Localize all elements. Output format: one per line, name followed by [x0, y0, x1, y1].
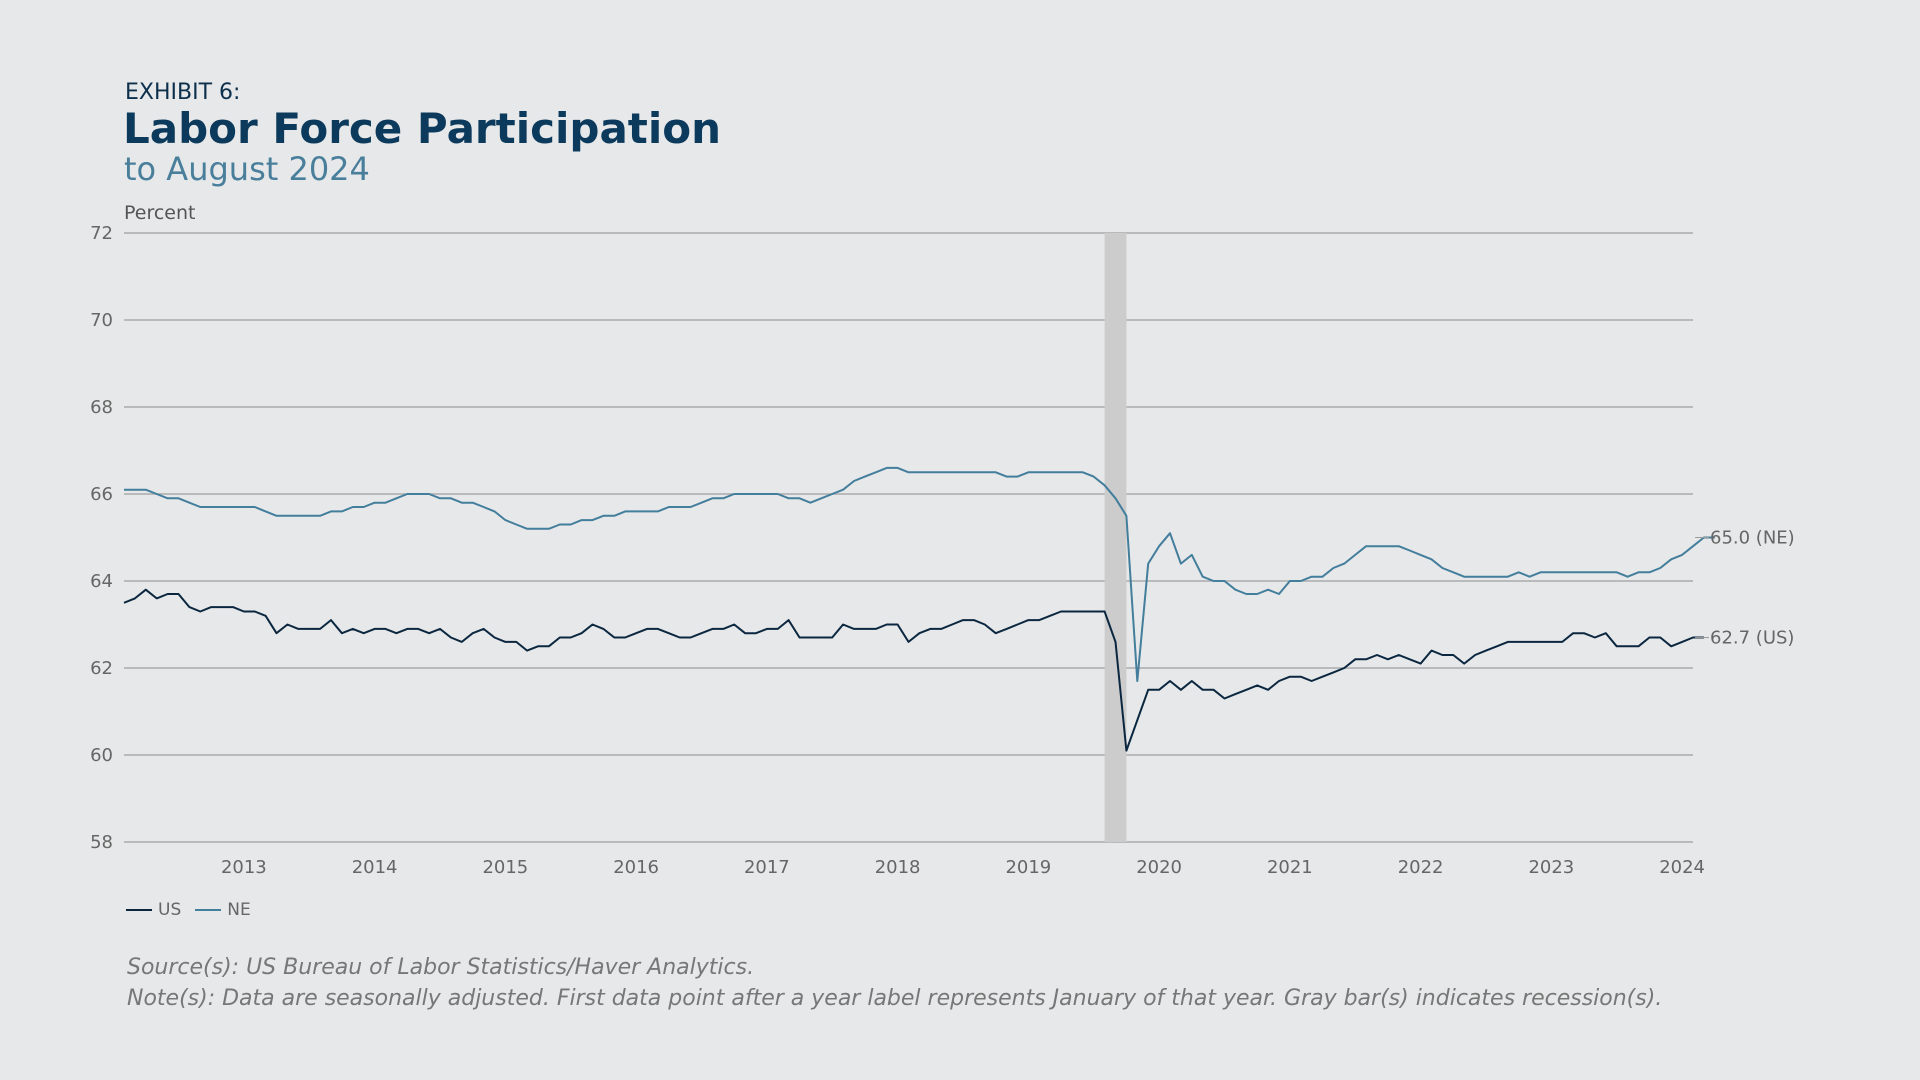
note-line: Note(s): Data are seasonally adjusted. F…	[127, 986, 1663, 1011]
y-tick-label: 72	[90, 223, 113, 244]
chart-title: Labor Force Participation	[123, 104, 722, 153]
x-tick-label: 2021	[1267, 857, 1313, 878]
x-tick-label: 2014	[352, 857, 398, 878]
end-label-ne: 65.0 (NE)	[1710, 528, 1795, 549]
x-tick-label: 2020	[1136, 857, 1182, 878]
chart-subtitle: to August 2024	[124, 150, 370, 188]
x-tick-label: 2023	[1528, 857, 1574, 878]
y-tick-label: 68	[90, 397, 113, 418]
x-tick-labels: 2013 2014 2015 2016 2017 2018 2019 2020 2021 2022…	[221, 857, 1705, 878]
y-tick-labels: 58 60 62 64 66 68 70 72	[90, 223, 113, 853]
legend-item-ne: NE	[195, 900, 251, 920]
x-tick-label: 2013	[221, 857, 267, 878]
y-axis-label: Percent	[124, 202, 196, 224]
x-tick-label: 2022	[1398, 857, 1444, 878]
y-tick-label: 66	[90, 484, 113, 505]
recession-bar	[1104, 233, 1127, 842]
source-notes: Source(s): US Bureau of Labor Statistics…	[127, 952, 1662, 1014]
y-tick-label: 62	[90, 658, 113, 679]
y-tick-label: 60	[90, 745, 113, 766]
source-line: Source(s): US Bureau of Labor Statistics…	[127, 955, 755, 980]
series-line-ne	[124, 466, 1715, 682]
legend: US NE	[126, 900, 251, 920]
legend-swatch-us	[126, 909, 152, 911]
legend-item-us: US	[126, 900, 181, 920]
end-label-us: 62.7 (US)	[1710, 628, 1794, 649]
legend-label-ne: NE	[227, 900, 251, 920]
legend-label-us: US	[158, 900, 182, 920]
x-tick-label: 2018	[875, 857, 921, 878]
x-tick-label: 2024	[1659, 857, 1705, 878]
x-tick-label: 2017	[744, 857, 790, 878]
recession-bars	[1104, 233, 1127, 842]
legend-swatch-ne	[195, 909, 222, 911]
x-tick-label: 2015	[482, 857, 528, 878]
x-tick-label: 2019	[1005, 857, 1051, 878]
y-tick-label: 70	[90, 310, 113, 331]
gridlines	[124, 232, 1693, 843]
series-lines	[123, 466, 1715, 752]
y-tick-label: 64	[90, 571, 113, 592]
exhibit-label: EXHIBIT 6:	[125, 80, 241, 105]
end-labels: 62.7 (US) 65.0 (NE)	[1695, 528, 1795, 649]
series-line-us	[123, 588, 1704, 752]
y-tick-label: 58	[90, 832, 113, 853]
x-tick-label: 2016	[613, 857, 659, 878]
